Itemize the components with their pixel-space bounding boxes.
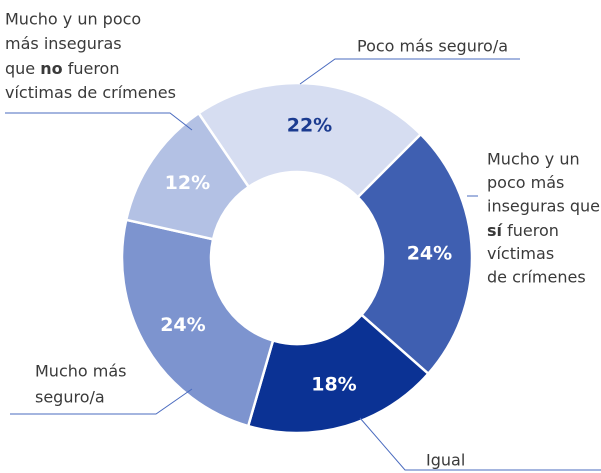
label-part: fueron [502, 220, 559, 239]
donut-segment [120, 218, 275, 428]
donut-segment [196, 81, 423, 199]
leader-line [299, 58, 520, 85]
leader-line [10, 388, 193, 415]
donut-segment [124, 111, 251, 241]
label-bold: sí [487, 220, 504, 239]
category-label: Mucho más [35, 362, 126, 381]
category-label: Mucho y un [487, 150, 580, 169]
label-bold: no [40, 59, 62, 78]
category-label: más inseguras [5, 34, 122, 53]
category-label: Poco más seguro/a [357, 37, 508, 56]
category-label: sí fueron [487, 220, 559, 239]
category-label: víctimas [487, 244, 554, 263]
category-label: que no fueron [5, 59, 119, 78]
category-label: de crímenes [487, 268, 586, 287]
category-label: Igual [426, 451, 465, 470]
category-label: inseguras que [487, 197, 600, 216]
category-label: Mucho y un poco [5, 10, 141, 29]
category-label: víctimas de crímenes [5, 83, 176, 102]
value-label: 22% [287, 115, 332, 137]
value-label: 24% [407, 242, 452, 264]
value-label: 18% [311, 374, 356, 396]
value-label: 12% [165, 172, 210, 194]
donut-segment [356, 132, 474, 376]
label-part: que [5, 59, 40, 78]
label-part: fueron [63, 59, 120, 78]
leader-line [359, 417, 601, 471]
leader-line [5, 112, 193, 131]
category-label: seguro/a [35, 388, 105, 407]
category-label: poco más [487, 173, 564, 192]
value-label: 24% [160, 314, 205, 336]
donut-segment [246, 313, 431, 435]
